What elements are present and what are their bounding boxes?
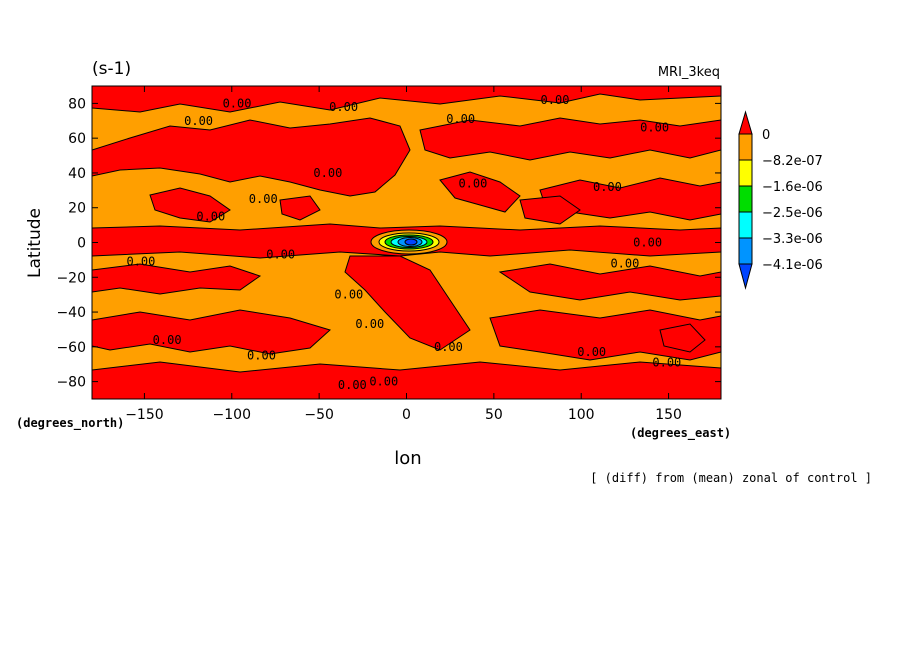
contour-label: 0.00 bbox=[184, 114, 213, 128]
y-tick-label: 0 bbox=[77, 236, 86, 252]
colorbar: 0 −8.2e-07 −1.6e-06 −2.5e-06 −3.3e-06 −4.1e-0… bbox=[738, 110, 823, 290]
contour-label: 0.00 bbox=[355, 317, 384, 331]
contour-label: 0.00 bbox=[313, 166, 342, 180]
contour-label: 0.00 bbox=[610, 256, 639, 270]
contour-label: 0.00 bbox=[541, 93, 570, 107]
zero-level-regions bbox=[92, 86, 721, 399]
y-tick-label: −60 bbox=[56, 340, 86, 356]
contour-label: 0.00 bbox=[153, 333, 182, 347]
colorbar-top-arrow bbox=[738, 110, 753, 135]
contour-label: 0.00 bbox=[249, 192, 278, 206]
y-tick-label: 80 bbox=[68, 96, 86, 112]
equatorial-anomaly bbox=[370, 229, 448, 255]
y-axis-unit: (degrees_north) bbox=[16, 416, 124, 431]
x-axis-unit: (degrees_east) bbox=[630, 426, 731, 441]
y-tick-label: −20 bbox=[56, 270, 86, 286]
x-tick-label: 150 bbox=[655, 407, 682, 423]
colorbar-segment bbox=[738, 211, 753, 239]
y-tick-label: −40 bbox=[56, 305, 86, 321]
contour-label: 0.00 bbox=[329, 100, 358, 114]
contour-label: 0.00 bbox=[446, 112, 475, 126]
chart-title-left: (s-1) bbox=[92, 59, 131, 79]
colorbar-label: −3.3e-06 bbox=[762, 232, 823, 247]
x-tick-label: 0 bbox=[402, 407, 411, 423]
x-axis-label: lon bbox=[394, 448, 421, 469]
colorbar-segment bbox=[738, 133, 753, 161]
colorbar-segment bbox=[738, 159, 753, 187]
contour-label: 0.00 bbox=[334, 288, 363, 302]
x-tick-label: −100 bbox=[213, 407, 251, 423]
contour-label: 0.00 bbox=[223, 96, 252, 110]
chart-title-right: MRI_3keq bbox=[658, 65, 720, 80]
contour-label: 0.00 bbox=[126, 255, 155, 269]
contour-label: 0.00 bbox=[266, 248, 295, 262]
x-tick-label: −50 bbox=[304, 407, 334, 423]
contour-label: 0.00 bbox=[247, 349, 276, 363]
y-axis-label: Latitude bbox=[25, 208, 45, 278]
y-tick-label: 40 bbox=[68, 166, 86, 182]
contour-label: 0.00 bbox=[369, 375, 398, 389]
contour-label: 0.00 bbox=[458, 176, 487, 190]
colorbar-bottom-arrow bbox=[738, 263, 753, 290]
colorbar-label: −2.5e-06 bbox=[762, 206, 823, 221]
colorbar-segment bbox=[738, 185, 753, 213]
colorbar-label: −8.2e-07 bbox=[762, 154, 823, 169]
annotation: [ (diff) from (mean) zonal of control ] bbox=[590, 471, 872, 485]
x-tick-label: 50 bbox=[485, 407, 503, 423]
y-tick-label: 60 bbox=[68, 131, 86, 147]
y-tick-label: −80 bbox=[56, 375, 86, 391]
y-tick-label: 20 bbox=[68, 201, 86, 217]
colorbar-label: 0 bbox=[762, 128, 770, 143]
x-tick-label: 100 bbox=[568, 407, 595, 423]
contour-label: 0.00 bbox=[434, 340, 463, 354]
colorbar-segment bbox=[738, 237, 753, 265]
contour-label: 0.00 bbox=[652, 355, 681, 369]
contour-label: 0.00 bbox=[577, 345, 606, 359]
contour-field: 0.000.000.000.000.000.000.000.00 0.000.00… bbox=[92, 86, 721, 399]
contour-label: 0.00 bbox=[338, 378, 367, 392]
contour-label: 0.00 bbox=[196, 209, 225, 223]
colorbar-label: −1.6e-06 bbox=[762, 180, 823, 195]
contour-label: 0.00 bbox=[633, 236, 662, 250]
contour-label: 0.00 bbox=[640, 121, 669, 135]
contour-label: 0.00 bbox=[593, 180, 622, 194]
colorbar-label: −4.1e-06 bbox=[762, 258, 823, 273]
x-tick-label: −150 bbox=[125, 407, 163, 423]
